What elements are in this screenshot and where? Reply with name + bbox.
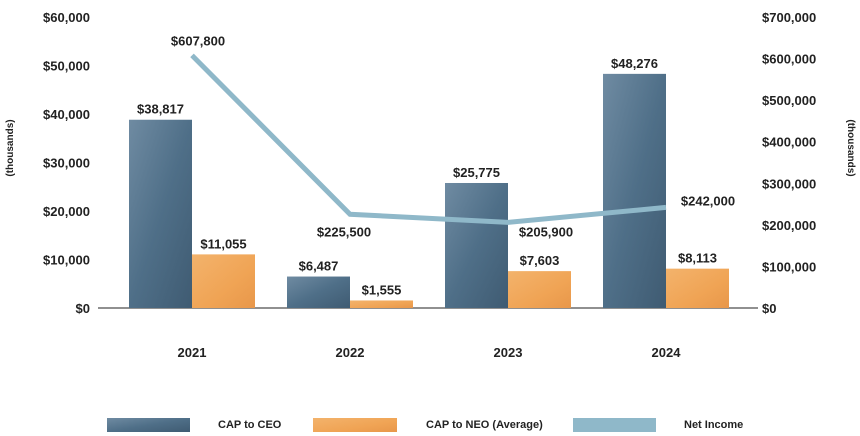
legend: CAP to CEO CAP to NEO (Average) Net Income xyxy=(107,418,743,432)
category-label: 2024 xyxy=(652,345,682,360)
right-tick-label: $700,000 xyxy=(762,10,816,25)
left-tick-label: $40,000 xyxy=(43,107,90,122)
data-label-neo: $11,055 xyxy=(200,236,246,251)
left-tick-label: $50,000 xyxy=(43,59,90,74)
legend-label: Net Income xyxy=(684,419,743,431)
right-axis-ticks: $0 $100,000 $200,000 $300,000 $400,000 $500,0… xyxy=(762,10,816,316)
data-label-ceo: $38,817 xyxy=(137,102,184,117)
right-axis-label: (thousands) xyxy=(845,119,856,176)
bar-cap-to-neo xyxy=(666,268,729,308)
data-label-net-income: $607,800 xyxy=(171,33,225,48)
legend-swatch-ceo xyxy=(107,418,190,432)
bar-cap-to-ceo xyxy=(287,276,350,308)
legend-label: CAP to NEO (Average) xyxy=(426,419,543,431)
left-tick-label: $30,000 xyxy=(43,156,90,171)
right-tick-label: $200,000 xyxy=(762,218,816,233)
right-tick-label: $100,000 xyxy=(762,259,816,274)
legend-label: CAP to CEO xyxy=(218,419,282,431)
legend-swatch-net-income xyxy=(573,418,656,432)
bar-cap-to-ceo xyxy=(603,73,666,309)
left-tick-label: $20,000 xyxy=(43,204,90,219)
left-tick-label: $10,000 xyxy=(43,253,90,268)
bars xyxy=(129,73,729,309)
category-label: 2022 xyxy=(336,345,365,360)
left-axis-ticks: $0 $10,000 $20,000 $30,000 $40,000 $50,000 $60… xyxy=(43,10,90,316)
bar-cap-to-neo xyxy=(508,271,571,308)
right-tick-label: $500,000 xyxy=(762,93,816,108)
net-income-line-layer xyxy=(190,53,667,225)
data-label-ceo: $6,487 xyxy=(299,259,339,274)
right-tick-label: $300,000 xyxy=(762,176,816,191)
category-label: 2023 xyxy=(494,345,523,360)
right-tick-label: $400,000 xyxy=(762,135,816,150)
legend-swatch-neo xyxy=(313,418,397,432)
right-tick-label: $600,000 xyxy=(762,52,816,67)
bar-cap-to-neo xyxy=(192,254,255,308)
bar-cap-to-neo xyxy=(350,300,413,308)
bar-cap-to-ceo xyxy=(445,182,508,308)
left-tick-label: $60,000 xyxy=(43,10,90,25)
category-labels: 2021 2022 2023 2024 xyxy=(178,345,682,360)
category-label: 2021 xyxy=(178,345,207,360)
data-label-neo: $1,555 xyxy=(362,282,402,297)
data-label-ceo: $48,276 xyxy=(611,56,658,71)
net-income-line xyxy=(190,53,667,225)
right-tick-label: $0 xyxy=(762,301,776,316)
data-labels: $38,817 $11,055 $6,487 $1,555 $25,775 $7,603 $… xyxy=(137,33,735,297)
data-label-ceo: $25,775 xyxy=(453,165,500,180)
bar-cap-to-ceo xyxy=(129,119,192,308)
data-label-neo: $7,603 xyxy=(520,253,560,268)
left-axis-label: (thousands) xyxy=(5,119,16,176)
data-label-net-income: $205,900 xyxy=(519,224,573,239)
data-label-net-income: $242,000 xyxy=(681,193,735,208)
data-label-net-income: $225,500 xyxy=(317,224,371,239)
data-label-neo: $8,113 xyxy=(678,251,717,266)
left-tick-label: $0 xyxy=(76,301,90,316)
